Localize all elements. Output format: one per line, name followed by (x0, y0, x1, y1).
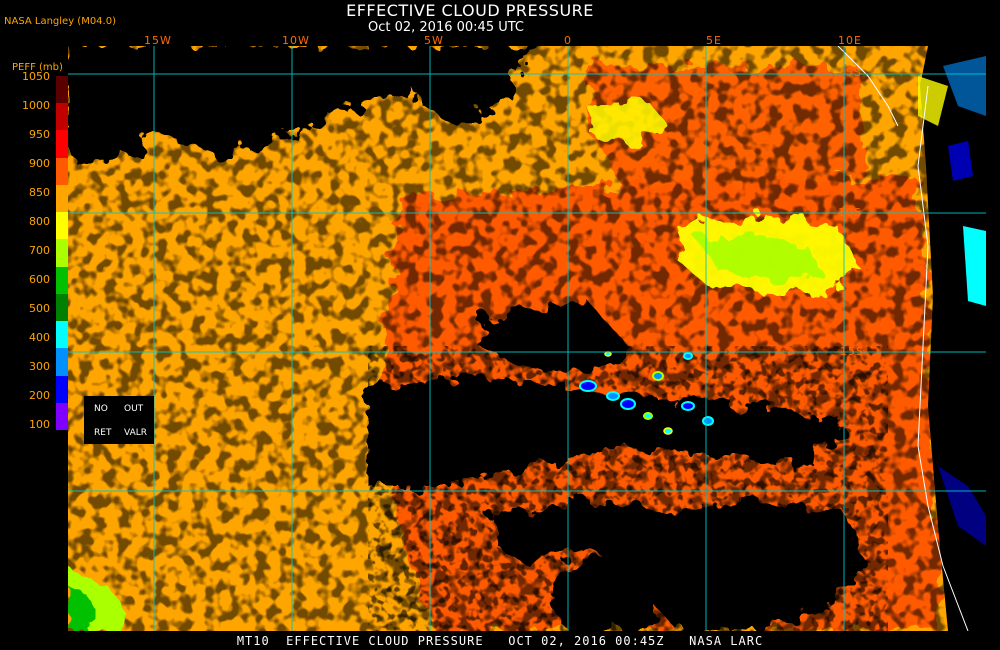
legend-label-700: 700 (29, 244, 50, 257)
lon-label-10w: 10W (282, 34, 310, 47)
lat-label-10s: 10S (838, 206, 862, 219)
deep-convection-cells (579, 351, 714, 435)
shallow-cloud-north (588, 101, 668, 146)
legend-out-label: OUT (124, 404, 144, 414)
footer-caption: MT10 EFFECTIVE CLOUD PRESSURE OCT 02, 20… (236, 634, 764, 648)
legend-label-200: 200 (29, 389, 50, 402)
legend-ret-label: RET (94, 428, 112, 438)
lat-lon-grid (68, 46, 986, 631)
legend-label-950: 950 (29, 128, 50, 141)
lon-label-5w: 5W (424, 34, 444, 47)
africa-land-region (837, 46, 986, 631)
map-timestamp: Oct 02, 2016 00:45 UTC (368, 20, 524, 35)
lon-label-5e: 5E (706, 34, 722, 47)
lat-label-15s: 15S (840, 345, 864, 358)
legend-label-850: 850 (29, 186, 50, 199)
legend-valr-label: VALR (124, 428, 148, 438)
legend-no-label: NO (94, 404, 108, 414)
legend-status-box: NO OUT RET VALR (84, 396, 154, 444)
lon-label-15w: 15W (144, 34, 172, 47)
legend-labels: 1050 1000 950 900 850 800 700 600 500 40… (16, 70, 52, 438)
cloud-pressure-map (68, 46, 986, 631)
southwest-cloud-patch (68, 566, 128, 631)
mid-cloud-east-green (698, 236, 818, 281)
map-canvas (68, 46, 986, 631)
legend-title: PEFF (mb) (12, 62, 63, 73)
legend-label-500: 500 (29, 302, 50, 315)
lat-label-5s: 5S (846, 66, 862, 79)
legend-label-1050: 1050 (22, 70, 50, 83)
legend-label-800: 800 (29, 215, 50, 228)
map-title: EFFECTIVE CLOUD PRESSURE (346, 1, 594, 20)
legend-label-100: 100 (29, 418, 50, 431)
legend-label-600: 600 (29, 273, 50, 286)
legend-label-900: 900 (29, 157, 50, 170)
legend-label-300: 300 (29, 360, 50, 373)
lon-label-10e: 10E (838, 34, 862, 47)
legend-label-400: 400 (29, 331, 50, 344)
speckle-texture-south (368, 346, 888, 631)
provider-label: NASA Langley (M04.0) (4, 16, 116, 27)
lon-label-0: 0 (564, 34, 572, 47)
legend-label-1000: 1000 (22, 99, 50, 112)
